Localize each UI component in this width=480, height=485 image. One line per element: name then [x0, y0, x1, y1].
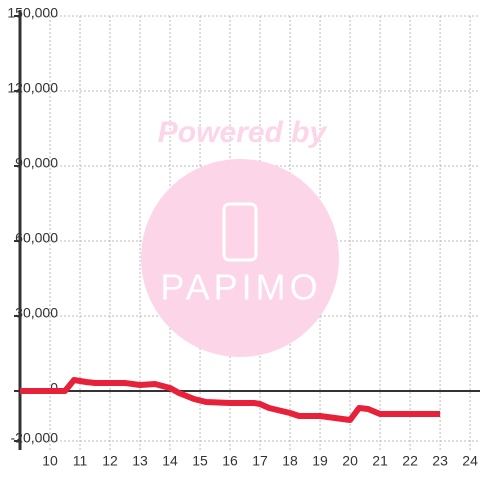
x-tick-label: 13: [132, 453, 148, 469]
y-tick-label: 150,000: [7, 5, 58, 21]
y-tick-label: 60,000: [15, 230, 58, 246]
x-tick-label: 21: [372, 453, 388, 469]
x-tick-label: 19: [312, 453, 328, 469]
data-line: [20, 377, 441, 423]
y-tick-label: 30,000: [15, 305, 58, 321]
x-tick-label: 16: [222, 453, 238, 469]
watermark-phone: [222, 202, 258, 262]
y-tick-label: 0: [50, 380, 58, 396]
x-tick-label: 12: [102, 453, 118, 469]
x-tick-label: 20: [342, 453, 358, 469]
watermark-logo: PAPIMO: [160, 267, 321, 308]
watermark: Powered by PAPIMO: [141, 116, 339, 357]
x-tick-label: 10: [42, 453, 58, 469]
x-tick-label: 18: [282, 453, 298, 469]
x-tick-label: 15: [192, 453, 208, 469]
y-tick-label: 120,000: [7, 80, 58, 96]
x-tick-label: 11: [73, 453, 88, 469]
y-tick-label: -20,000: [11, 430, 59, 446]
y-tick-label: 90,000: [15, 155, 58, 171]
watermark-circle: [141, 159, 339, 357]
watermark-text: Powered by: [158, 116, 328, 149]
x-tick-label: 22: [402, 453, 418, 469]
x-tick-label: 24: [462, 453, 478, 469]
x-tick-label: 14: [162, 453, 178, 469]
x-tick-label: 23: [432, 453, 448, 469]
x-tick-label: 17: [252, 453, 268, 469]
